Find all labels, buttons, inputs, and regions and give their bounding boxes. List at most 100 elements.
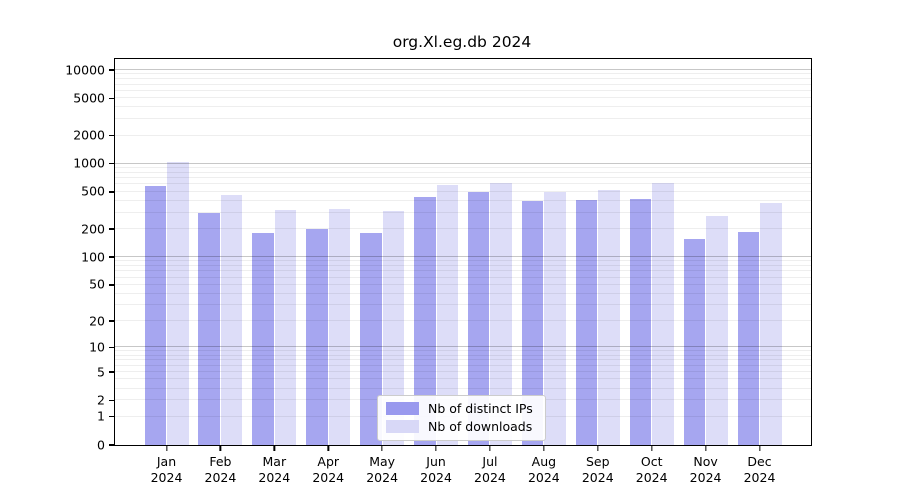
y-tick-mark	[109, 97, 114, 99]
legend: Nb of distinct IPs Nb of downloads	[377, 395, 546, 441]
y-tick-label: 10	[89, 339, 105, 355]
x-tick-mark	[651, 446, 653, 451]
gridline-minor	[115, 320, 811, 322]
x-tick-mark	[273, 446, 275, 451]
x-tick-label: Feb 2024	[204, 454, 237, 486]
gridline-minor	[115, 292, 811, 294]
legend-item-downloads: Nb of downloads	[386, 418, 533, 434]
gridline-minor	[115, 354, 811, 356]
gridline-minor	[115, 359, 811, 361]
gridline-minor	[115, 228, 811, 230]
gridline-minor	[115, 177, 811, 179]
bar-nb-of-distinct-ips-sep-2024	[575, 200, 598, 445]
gridline-minor	[115, 387, 811, 389]
x-tick-mark	[704, 446, 707, 451]
y-tick-mark	[109, 320, 114, 322]
x-tick-label: Jun 2024	[420, 454, 452, 486]
bar-nb-of-downloads-sep-2024	[598, 189, 620, 445]
y-tick-label: 50	[89, 276, 105, 292]
bar-nb-of-distinct-ips-dec-2024	[737, 231, 759, 445]
x-tick-mark	[327, 446, 329, 451]
gridline-minor	[115, 211, 811, 213]
y-tick-mark	[109, 284, 114, 286]
x-tick-mark	[489, 446, 491, 451]
gridline-minor	[115, 171, 811, 173]
x-tick-mark	[435, 446, 437, 451]
gridline-minor	[115, 371, 811, 373]
y-tick-label: 200	[81, 220, 105, 236]
legend-swatch-downloads	[386, 420, 419, 434]
y-tick-label: 1	[97, 408, 105, 424]
gridline-minor	[115, 265, 811, 267]
y-tick-mark	[109, 346, 114, 349]
y-tick-label: 1000	[73, 155, 105, 171]
y-tick-mark	[109, 69, 114, 71]
gridline-minor	[115, 78, 811, 80]
x-tick-mark	[543, 446, 545, 451]
x-tick-label: Dec 2024	[743, 454, 776, 486]
gridline-minor	[115, 89, 811, 91]
y-tick-mark	[109, 416, 114, 418]
bar-nb-of-downloads-nov-2024	[706, 216, 728, 445]
x-tick-label: Oct 2024	[635, 454, 668, 486]
x-tick-mark	[381, 446, 383, 451]
legend-swatch-distinct-ips	[386, 402, 419, 416]
gridline-minor	[115, 304, 811, 306]
gridline-major	[115, 256, 811, 258]
gridline-minor	[115, 364, 811, 366]
bar-nb-of-distinct-ips-mar-2024	[252, 233, 274, 445]
bar-nb-of-downloads-feb-2024	[220, 194, 243, 445]
legend-item-distinct-ips: Nb of distinct IPs	[386, 402, 533, 416]
gridline-minor	[115, 118, 811, 120]
legend-label-downloads: Nb of downloads	[428, 418, 533, 434]
x-tick-label: Sep 2024	[581, 454, 614, 486]
gridline-minor	[115, 350, 811, 352]
bar-nb-of-downloads-oct-2024	[652, 183, 674, 445]
x-tick-label: Aug 2024	[527, 454, 560, 486]
y-tick-label: 5000	[73, 89, 105, 105]
x-tick-label: May 2024	[366, 454, 399, 486]
bar-nb-of-distinct-ips-jan-2024	[144, 185, 166, 445]
y-tick-label: 10000	[65, 61, 105, 77]
y-tick-mark	[109, 163, 114, 165]
gridline-minor	[115, 134, 811, 136]
bar-nb-of-downloads-dec-2024	[760, 203, 782, 445]
chart-title: org.Xl.eg.db 2024	[392, 33, 532, 51]
x-tick-mark	[758, 446, 761, 451]
bar-nb-of-distinct-ips-oct-2024	[629, 198, 652, 445]
y-tick-mark	[109, 399, 114, 401]
gridline-minor	[115, 83, 811, 85]
gridline-minor	[115, 260, 811, 262]
y-tick-mark	[109, 134, 114, 137]
y-tick-label: 500	[81, 183, 105, 199]
x-tick-mark	[165, 446, 168, 451]
x-tick-label: Mar 2024	[258, 454, 291, 486]
gridline-minor	[115, 283, 811, 285]
y-tick-mark	[109, 444, 114, 446]
bar-nb-of-distinct-ips-apr-2024	[306, 229, 328, 445]
x-tick-label: Nov 2024	[689, 454, 722, 486]
x-tick-mark	[219, 446, 222, 451]
gridline-minor	[115, 106, 811, 108]
bar-nb-of-downloads-apr-2024	[328, 208, 351, 445]
gridline-minor	[115, 190, 811, 192]
gridline-minor	[115, 167, 811, 168]
y-tick-label: 100	[81, 248, 105, 264]
gridline-minor	[115, 378, 811, 380]
y-tick-label: 2	[97, 392, 105, 408]
y-tick-label: 20	[89, 312, 105, 328]
y-tick-label: 5	[97, 363, 105, 379]
gridline-major	[115, 346, 811, 348]
gridline-minor	[115, 97, 811, 99]
bar-nb-of-downloads-aug-2024	[544, 192, 566, 445]
x-tick-mark	[597, 446, 599, 451]
y-tick-label: 2000	[73, 127, 105, 143]
gridline-minor	[115, 276, 811, 278]
y-tick-label: 0	[97, 436, 105, 452]
gridline-minor	[115, 270, 811, 272]
bar-nb-of-distinct-ips-nov-2024	[683, 239, 706, 445]
bar-nb-of-downloads-mar-2024	[274, 210, 297, 445]
bar-nb-of-downloads-jan-2024	[167, 161, 189, 445]
plot-area: 0 1 2 5 10 20 50 100 200 500 1000 2000 5000 10000 Jan…	[65, 58, 812, 485]
